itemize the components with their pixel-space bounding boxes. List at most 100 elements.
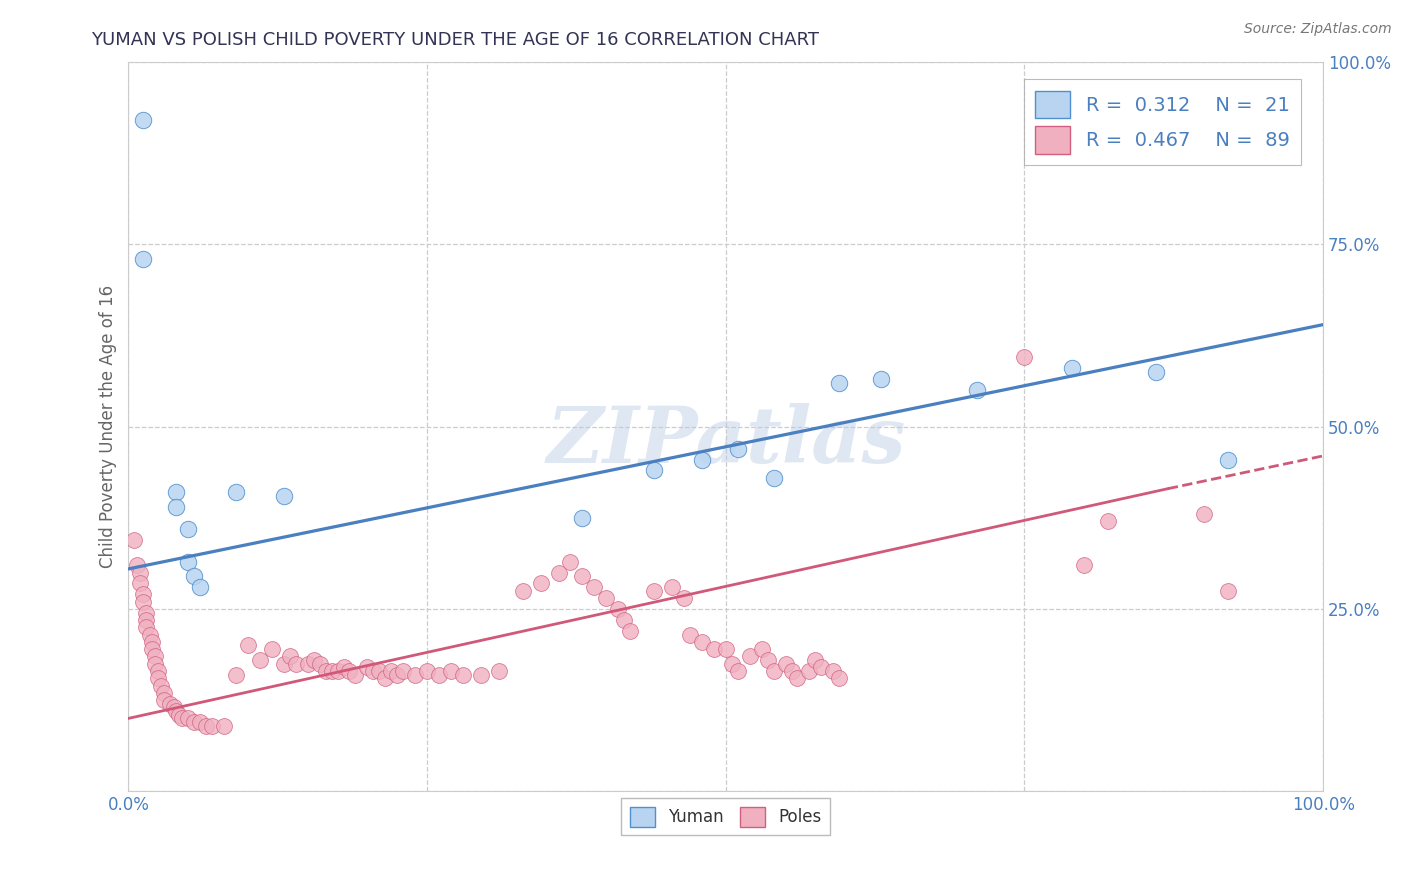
Legend: Yuman, Poles: Yuman, Poles [621,798,830,836]
Point [703,642,725,657]
Point [177,555,200,569]
Text: Source: ZipAtlas.com: Source: ZipAtlas.com [1244,22,1392,37]
Point [149,679,172,693]
Point [132,595,155,609]
Point [141,642,163,657]
Point [148,671,170,685]
Point [404,667,426,681]
Point [141,635,163,649]
Point [488,664,510,678]
Point [470,667,492,681]
Point [571,569,593,583]
Point [451,667,474,681]
Point [124,533,146,547]
Point [799,664,821,678]
Point [177,522,200,536]
Point [159,697,181,711]
Point [762,664,785,678]
Point [440,664,463,678]
Point [139,627,162,641]
Point [560,555,582,569]
Point [132,252,155,266]
Point [183,569,205,583]
Point [135,613,157,627]
Point [619,624,641,638]
Point [260,642,283,657]
Point [356,660,378,674]
Point [374,671,396,685]
Point [368,664,391,678]
Point [870,372,893,386]
Point [143,649,166,664]
Point [780,664,803,678]
Point [380,664,402,678]
Point [828,376,851,390]
Point [332,660,354,674]
Point [762,471,785,485]
Point [172,711,194,725]
Point [427,667,450,681]
Point [775,657,797,671]
Point [129,576,152,591]
Text: ZIPatlas: ZIPatlas [546,403,905,480]
Point [828,671,851,685]
Point [547,566,569,580]
Point [727,664,749,678]
Point [167,707,190,722]
Point [727,442,749,456]
Point [1097,515,1119,529]
Point [690,452,713,467]
Point [129,566,152,580]
Point [530,576,553,591]
Point [183,714,205,729]
Point [165,485,187,500]
Point [595,591,617,605]
Point [756,653,779,667]
Point [643,463,665,477]
Point [810,660,832,674]
Point [326,664,349,678]
Point [344,667,367,681]
Point [236,639,259,653]
Point [714,642,737,657]
Point [249,653,271,667]
Point [284,657,307,671]
Point [1216,583,1239,598]
Point [613,613,636,627]
Point [132,113,155,128]
Point [786,671,808,685]
Point [339,664,361,678]
Point [392,664,415,678]
Point [416,664,439,678]
Point [195,719,218,733]
Point [321,664,343,678]
Point [225,485,247,500]
Point [1192,507,1215,521]
Point [738,649,761,664]
Point [273,657,295,671]
Point [672,591,695,605]
Point [363,664,385,678]
Point [225,667,247,681]
Point [571,511,593,525]
Point [125,558,148,573]
Point [823,664,845,678]
Point [583,580,606,594]
Point [966,384,988,398]
Point [308,657,330,671]
Point [661,580,683,594]
Point [315,664,337,678]
Point [165,500,187,514]
Point [273,489,295,503]
Point [201,719,224,733]
Point [1014,351,1036,365]
Point [153,693,176,707]
Point [1073,558,1095,573]
Point [512,583,534,598]
Point [188,580,211,594]
Point [679,627,702,641]
Point [1216,452,1239,467]
Point [643,583,665,598]
Point [1062,361,1084,376]
Point [297,657,319,671]
